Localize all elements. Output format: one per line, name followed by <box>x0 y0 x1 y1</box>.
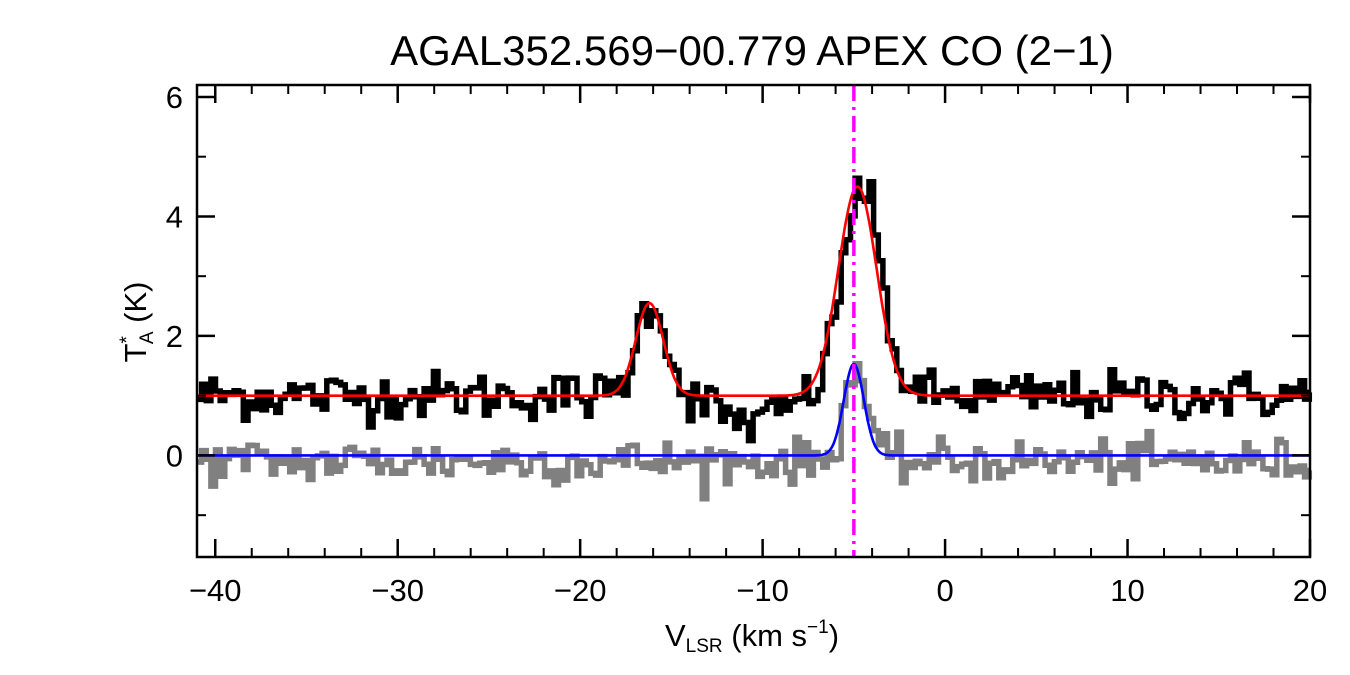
plot-frame <box>195 83 1312 559</box>
series-0-histogram <box>197 175 1313 444</box>
x-axis-label-rest: (km s <box>723 618 807 653</box>
x-tick-label: 10 <box>1110 573 1144 608</box>
y-axis-label-sup: * <box>117 336 138 344</box>
y-tick-label: 2 <box>166 319 183 354</box>
axes-layer <box>195 83 1312 559</box>
series-layer <box>197 175 1313 502</box>
y-axis-label: T*A (K) <box>117 282 158 363</box>
y-axis-label-sub: A <box>137 331 158 344</box>
x-tick-label: 0 <box>936 573 953 608</box>
x-axis-label-sub: LSR <box>686 636 723 657</box>
y-axis-label-rest: (K) <box>118 282 153 332</box>
x-tick-label: −10 <box>736 573 789 608</box>
x-axis-label-close: ) <box>829 618 839 653</box>
x-tick-label: −30 <box>371 573 424 608</box>
y-tick-label: 4 <box>166 199 183 234</box>
y-tick-label: 0 <box>166 438 183 473</box>
y-axis-label-main: T <box>118 343 153 362</box>
x-axis-label: VLSR (km s−1) <box>665 617 839 657</box>
x-tick-label: 20 <box>1293 573 1327 608</box>
x-axis-label-main: V <box>665 618 686 653</box>
y-tick-label: 6 <box>166 80 183 115</box>
x-axis-label-sup: −1 <box>807 617 829 638</box>
x-tick-label: −40 <box>189 573 242 608</box>
series-3-fit-line <box>197 362 1310 457</box>
x-tick-label: −20 <box>554 573 607 608</box>
chart-title: AGAL352.569−00.779 APEX CO (2−1) <box>390 27 1114 74</box>
series-1-fit-line <box>197 185 1310 397</box>
tick-label-layer: −40 −30 −20 −10 0 10 20 0 2 4 6 <box>166 80 1327 608</box>
